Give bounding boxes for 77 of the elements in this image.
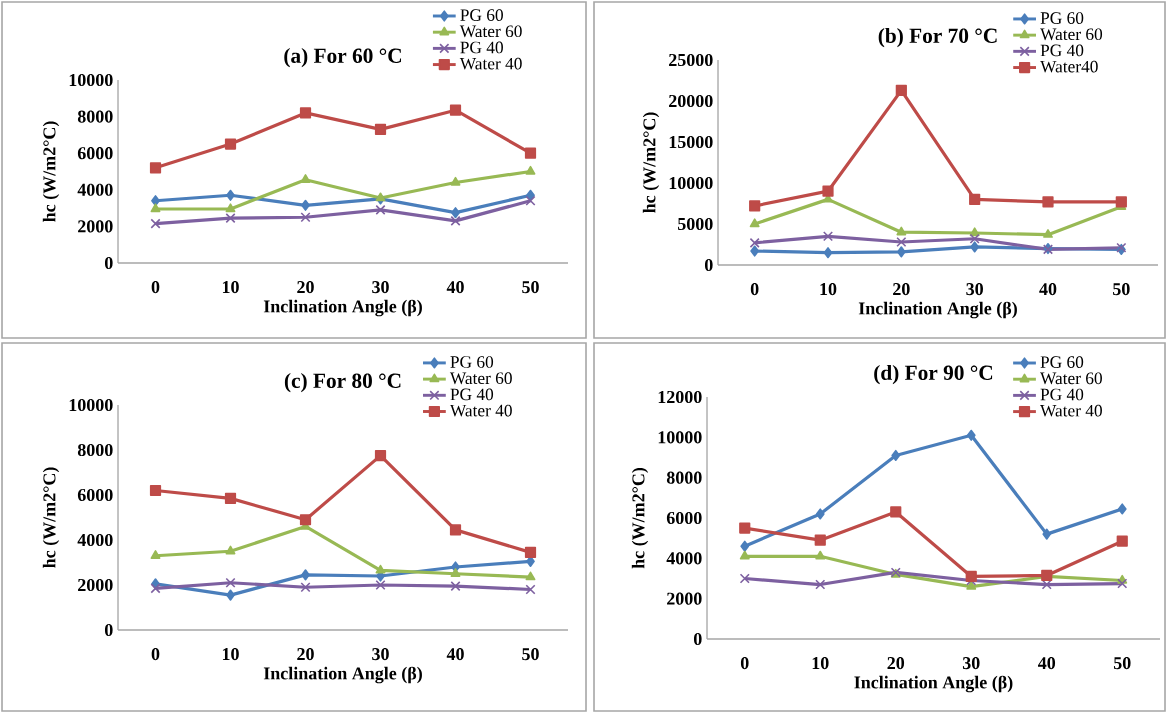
x-axis-title: Inclination Angle (β) [263, 299, 422, 317]
chart-title: (a) For 60 °C [284, 47, 402, 68]
x-tick-label: 0 [740, 657, 749, 670]
legend-label: PG 60 [450, 356, 494, 368]
x-tick-label: 10 [222, 281, 239, 294]
y-tick-label: 8000 [77, 110, 113, 123]
y-tick-label: 10000 [658, 431, 702, 444]
y-tick-label: 10000 [669, 176, 713, 190]
x-tick-label: 20 [893, 283, 910, 296]
x-tick-label: 20 [887, 657, 905, 670]
y-tick-label: 2000 [78, 578, 113, 592]
x-tick-label: 40 [446, 648, 464, 661]
x-tick-label: 50 [1113, 657, 1131, 670]
y-tick-label: 0 [704, 258, 713, 272]
x-axis-title: Inclination Angle (β) [854, 675, 1013, 693]
legend-label: PG 40 [450, 388, 494, 401]
legend-label: Water 60 [1040, 28, 1103, 41]
x-tick-label: 40 [1038, 657, 1056, 670]
x-tick-label: 0 [750, 283, 759, 296]
chart-title: (c) For 80 °C [284, 372, 401, 393]
y-tick-label: 2000 [667, 592, 702, 605]
y-tick-label: 12000 [658, 390, 702, 404]
legend-label: Water 40 [1040, 404, 1102, 417]
legend-label: Water 60 [449, 372, 512, 385]
x-axis-title: Inclination Angle (β) [858, 301, 1017, 319]
x-tick-label: 10 [812, 657, 829, 670]
x-tick-label: 40 [446, 281, 464, 294]
y-tick-label: 0 [104, 623, 113, 637]
x-tick-label: 10 [820, 283, 837, 296]
y-tick-label: 0 [104, 256, 113, 270]
chart-title: (d) For 90 °C [874, 364, 993, 385]
x-tick-label: 50 [522, 648, 539, 661]
legend-label: PG 60 [1040, 356, 1084, 368]
legend-label: PG 40 [460, 41, 503, 54]
y-tick-label: 8000 [666, 471, 702, 484]
legend-label: PG 60 [460, 9, 503, 21]
x-tick-label: 0 [151, 648, 160, 661]
x-tick-label: 30 [962, 657, 980, 670]
x-tick-label: 50 [522, 281, 539, 294]
y-tick-label: 4000 [77, 183, 113, 196]
y-tick-label: 20000 [669, 94, 713, 108]
y-tick-label: 15000 [669, 135, 713, 149]
x-tick-label: 10 [222, 648, 239, 661]
legend-label: PG 40 [1040, 44, 1084, 57]
x-tick-label: 20 [297, 648, 314, 661]
legend-label: PG 60 [1040, 12, 1084, 24]
y-tick-label: 4000 [666, 552, 702, 565]
y-axis-title: hc (W/m2°C) [631, 467, 649, 569]
y-axis-title: hc (W/m2°C) [42, 467, 60, 568]
legend-label: Water 40 [459, 57, 522, 70]
x-tick-label: 40 [1039, 283, 1057, 296]
y-axis-title: hc (W/m2°C) [642, 112, 660, 213]
legend-label: PG 40 [1040, 388, 1084, 401]
y-tick-label: 10000 [69, 398, 113, 412]
y-tick-label: 10000 [69, 73, 113, 87]
x-axis-title: Inclination Angle (β) [263, 666, 422, 684]
chart-title: (b) For 70 °C [878, 27, 997, 48]
x-tick-label: 0 [151, 281, 160, 294]
y-axis-title: hc (W/m2°C) [42, 121, 60, 222]
x-tick-label: 30 [966, 283, 983, 296]
x-tick-label: 20 [297, 281, 314, 294]
legend-label: Water 60 [1040, 372, 1102, 385]
x-tick-label: 30 [372, 281, 389, 294]
x-tick-label: 30 [372, 648, 389, 661]
y-tick-label: 6000 [666, 511, 702, 525]
y-tick-label: 8000 [77, 443, 113, 457]
x-tick-label: 50 [1113, 283, 1130, 296]
y-tick-label: 6000 [77, 147, 113, 160]
legend-label: Water40 [1040, 60, 1098, 73]
legend-label: Water 40 [449, 404, 512, 417]
y-tick-label: 2000 [78, 220, 113, 233]
y-tick-label: 0 [693, 632, 702, 646]
y-tick-label: 5000 [678, 217, 713, 231]
y-tick-label: 25000 [669, 53, 713, 67]
y-tick-label: 4000 [77, 533, 113, 547]
legend-label: Water 60 [459, 25, 522, 38]
y-tick-label: 6000 [77, 488, 113, 502]
